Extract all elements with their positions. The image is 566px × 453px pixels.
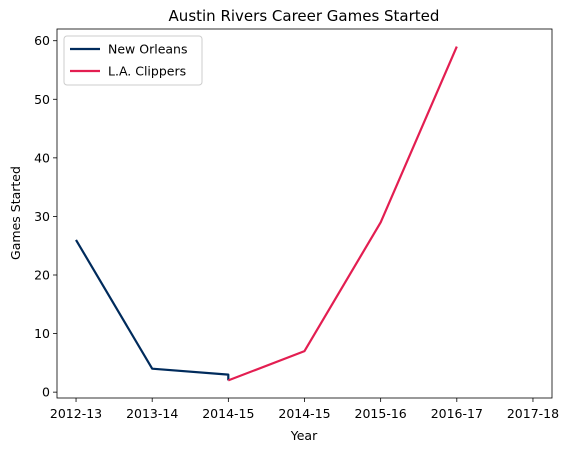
x-tick-label: 2013-14 [126, 406, 178, 421]
chart-title: Austin Rivers Career Games Started [169, 7, 440, 25]
y-tick-label: 60 [34, 33, 50, 48]
y-tick-label: 0 [42, 385, 50, 400]
y-tick-label: 50 [34, 92, 50, 107]
legend-label-1: L.A. Clippers [108, 64, 186, 79]
y-tick-label: 30 [34, 209, 50, 224]
series-line-0 [75, 239, 230, 381]
x-tick-label: 2016-17 [431, 406, 483, 421]
legend: New Orleans L.A. Clippers [63, 35, 203, 86]
x-axis-ticks: 2012-13 2013-14 2014-15 2014-15 2015-16 2016-… [50, 398, 559, 421]
x-axis-label: Year [290, 428, 318, 443]
x-tick-label: 2017-18 [507, 406, 559, 421]
y-axis-ticks: 0 10 20 30 40 50 60 [34, 33, 57, 400]
y-tick-label: 10 [34, 326, 50, 341]
x-tick-label: 2015-16 [355, 406, 407, 421]
y-tick-label: 20 [34, 268, 50, 283]
y-axis-label: Games Started [8, 166, 23, 260]
x-tick-label: 2014-15 [202, 406, 254, 421]
plot-lines [75, 46, 458, 382]
x-tick-label: 2014-15 [278, 406, 330, 421]
y-tick-label: 40 [34, 150, 50, 165]
x-tick-label: 2012-13 [50, 406, 102, 421]
legend-label-0: New Orleans [108, 42, 187, 57]
series-line-1 [227, 46, 458, 382]
